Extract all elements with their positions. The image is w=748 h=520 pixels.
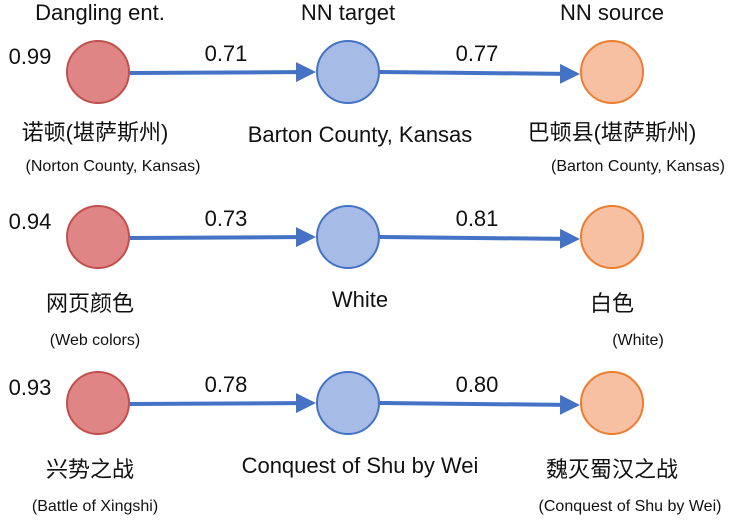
edge-score: 0.80 — [456, 372, 499, 397]
edge-arrow — [129, 62, 316, 83]
entity-translation: (Conquest of Shu by Wei) — [539, 498, 722, 515]
entity-label: 巴顿县(堪萨斯州) — [528, 120, 697, 145]
column-header: NN target — [301, 0, 395, 25]
entity-translation: (White) — [612, 332, 664, 349]
entity-translation: (Web colors) — [50, 332, 140, 349]
edge-score: 0.71 — [205, 41, 248, 66]
entity-label: 白色 — [590, 291, 634, 316]
score: 0.99 — [9, 44, 52, 69]
entity-node — [316, 371, 380, 435]
column-header: Dangling ent. — [35, 0, 165, 25]
entity-node — [580, 371, 644, 435]
entity-node — [66, 40, 130, 104]
entity-node — [66, 371, 130, 435]
entity-label: 魏灭蜀汉之战 — [546, 457, 678, 482]
edge-score: 0.81 — [456, 206, 499, 231]
score: 0.94 — [9, 209, 52, 234]
entity-translation: (Battle of Xingshi) — [32, 498, 158, 515]
entity-node — [580, 40, 644, 104]
entity-label: 网页颜色 — [46, 291, 134, 316]
edge-arrow — [129, 393, 316, 414]
entity-label: Barton County, Kansas — [248, 122, 473, 147]
entity-translation: (Norton County, Kansas) — [26, 158, 201, 175]
column-header: NN source — [560, 0, 664, 25]
entity-label: Conquest of Shu by Wei — [242, 453, 479, 478]
edge-arrow — [379, 394, 580, 415]
edge-score: 0.77 — [456, 41, 499, 66]
edge-score: 0.73 — [205, 206, 248, 231]
entity-node — [66, 205, 130, 269]
edge-score: 0.78 — [205, 372, 248, 397]
entity-translation: (Barton County, Kansas) — [551, 158, 725, 175]
entity-label: 诺顿(堪萨斯州) — [22, 120, 169, 145]
edge-arrow — [129, 227, 316, 248]
entity-label: White — [332, 287, 388, 312]
entity-label: 兴势之战 — [46, 457, 134, 482]
entity-node — [316, 40, 380, 104]
entity-node — [316, 205, 380, 269]
edge-arrow — [379, 63, 580, 84]
score: 0.93 — [9, 375, 52, 400]
entity-node — [580, 205, 644, 269]
edge-arrow — [379, 228, 580, 249]
